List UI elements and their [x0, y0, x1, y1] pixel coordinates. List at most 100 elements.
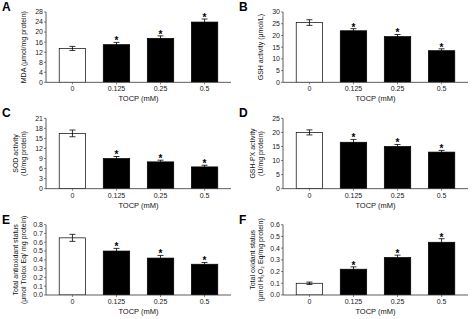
y-tick: [44, 286, 46, 287]
x-axis: [283, 82, 468, 83]
annotation: *: [203, 255, 207, 266]
bar: [384, 146, 410, 188]
x-tick-label: 0.125: [108, 85, 126, 92]
y-tick: [44, 259, 46, 260]
x-tick-label: 0.25: [154, 192, 168, 199]
y-tick-label: 10: [272, 55, 280, 62]
bar: [59, 48, 85, 82]
x-tick-label: 0.5: [437, 298, 447, 305]
x-tick-label: 0.125: [108, 192, 126, 199]
panel: ***03691215182100.1250.250.5TOCP (mM)SOD…: [2, 106, 231, 209]
y-tick: [44, 22, 46, 23]
bar: [147, 258, 173, 295]
y-tick: [281, 12, 283, 13]
y-tick: [281, 174, 283, 175]
bar: [428, 242, 454, 295]
x-tick: [160, 82, 161, 84]
y-tick-label: 8: [39, 59, 43, 66]
y-tick-label: 0.0: [33, 291, 43, 298]
annotation: *: [352, 22, 356, 33]
bar: [103, 251, 129, 295]
error-bar: [69, 234, 75, 241]
y-axis-label: SOD activity(U/mg protein): [12, 131, 28, 176]
svg-text:GSH-PX activity: GSH-PX activity: [249, 128, 257, 179]
x-tick-label: 0.125: [345, 298, 363, 305]
y-axis-label: GSH activity (μmol/L): [257, 14, 265, 80]
x-tick-label: 0: [307, 298, 311, 305]
svg-text:Total antioxidant status: Total antioxidant status: [12, 224, 19, 296]
bar: [147, 38, 173, 82]
y-tick: [44, 168, 46, 169]
x-tick-label: 0.5: [200, 298, 210, 305]
x-tick: [353, 82, 354, 84]
error-bar: [69, 130, 75, 137]
y-tick-label: 5: [276, 171, 280, 178]
annotation: *: [115, 241, 119, 252]
x-tick-label: 0: [70, 298, 74, 305]
annotation: *: [396, 27, 400, 38]
y-axis: [46, 12, 47, 82]
y-tick: [44, 138, 46, 139]
bar: [296, 132, 322, 188]
bar: [384, 37, 410, 83]
y-tick: [281, 271, 283, 272]
y-tick-label: 0: [39, 185, 43, 192]
svg-text:Total oxidant status: Total oxidant status: [249, 229, 256, 289]
x-tick-label: 0.25: [154, 298, 168, 305]
x-tick: [441, 295, 442, 297]
annotation: *: [352, 260, 356, 271]
x-tick: [72, 295, 73, 297]
y-tick-label: 0.6: [33, 239, 43, 246]
annotation: *: [159, 248, 163, 259]
annotation: *: [115, 149, 119, 160]
x-tick: [116, 189, 117, 191]
panel-letter: B: [239, 0, 248, 14]
bar: [296, 23, 322, 83]
y-tick-label: 0.2: [270, 268, 280, 275]
x-tick: [309, 82, 310, 84]
x-tick-label: 0.25: [391, 298, 405, 305]
error-bar: [306, 130, 312, 135]
y-tick: [44, 158, 46, 159]
svg-text:SOD activity: SOD activity: [12, 134, 20, 173]
y-tick: [44, 52, 46, 53]
x-tick-label: 0.25: [391, 85, 405, 92]
y-axis-label: MDA (μmol/mg protein): [20, 11, 28, 83]
x-tick: [204, 295, 205, 297]
x-tick: [309, 189, 310, 191]
error-bar: [306, 20, 312, 26]
y-tick-label: 5: [276, 67, 280, 74]
y-tick-label: 15: [272, 143, 280, 150]
x-tick: [204, 189, 205, 191]
y-tick-label: 0.6: [270, 221, 280, 228]
marks: [296, 239, 455, 295]
y-tick: [281, 132, 283, 133]
marks: [296, 20, 455, 83]
marks: [59, 19, 218, 82]
x-tick-label: 0.5: [437, 85, 447, 92]
x-tick: [116, 295, 117, 297]
svg-text:(μmol Trolox Eq/ mg protein): (μmol Trolox Eq/ mg protein): [20, 216, 28, 304]
y-tick-label: 28: [35, 8, 43, 15]
y-tick-label: 20: [272, 129, 280, 136]
y-tick-label: 30: [272, 8, 280, 15]
annotation: *: [115, 35, 119, 46]
x-tick-label: 0.5: [200, 85, 210, 92]
y-tick: [281, 58, 283, 59]
x-axis: [283, 188, 468, 189]
y-tick-label: 18: [35, 125, 43, 132]
x-tick: [72, 82, 73, 84]
x-tick: [309, 295, 310, 297]
y-tick-label: 0.1: [33, 283, 43, 290]
x-tick-label: 0.125: [108, 298, 126, 305]
y-tick: [44, 62, 46, 63]
annotation: *: [352, 132, 356, 143]
panel: ***051015202500.1250.250.5TOCP (mM)GSH-P…: [239, 106, 468, 209]
panel-letter: E: [2, 213, 10, 227]
y-tick: [44, 72, 46, 73]
y-tick: [281, 236, 283, 237]
annotation: *: [159, 29, 163, 40]
bar: [191, 167, 217, 189]
y-axis-label: GSH-PX activity(U/mg protein): [249, 128, 265, 179]
y-axis: [283, 118, 284, 188]
